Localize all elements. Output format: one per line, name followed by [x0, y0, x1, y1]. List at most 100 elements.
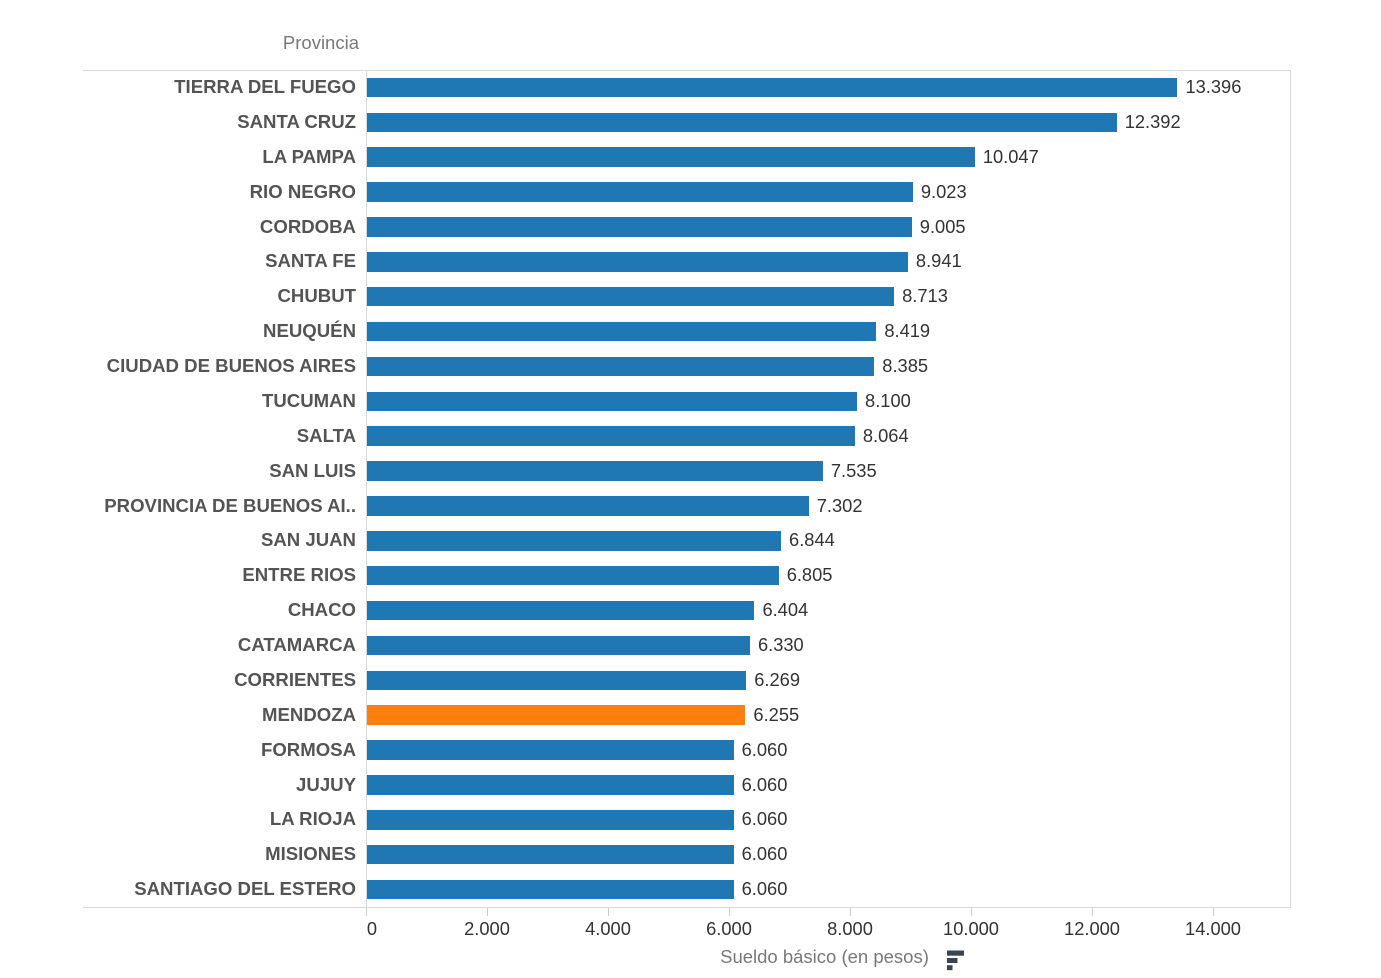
bar-row: CORDOBA 9.005 — [0, 210, 1381, 245]
value-label: 6.060 — [741, 738, 788, 760]
bar[interactable] — [367, 879, 734, 900]
bar[interactable] — [367, 77, 1178, 98]
bar-row: SANTA FE 8.941 — [0, 244, 1381, 279]
value-label: 7.535 — [830, 459, 877, 481]
bar-row: LA RIOJA 6.060 — [0, 802, 1381, 837]
x-tick-label: 14.000 — [1185, 918, 1241, 939]
bar-row: SALTA 8.064 — [0, 419, 1381, 454]
x-axis-line — [83, 907, 1291, 908]
value-label: 8.419 — [884, 320, 931, 342]
value-label: 7.302 — [816, 494, 863, 516]
bar[interactable] — [367, 531, 782, 551]
category-label: CHACO — [287, 599, 356, 621]
bar-row: TUCUMAN 8.100 — [0, 384, 1381, 419]
category-label: LA RIOJA — [269, 808, 356, 830]
category-label: TUCUMAN — [262, 389, 356, 411]
x-tick-label: 0 — [366, 918, 378, 939]
x-tick-label: 8.000 — [827, 918, 873, 939]
category-label: ENTRE RIOS — [242, 564, 356, 586]
value-label: 6.060 — [741, 878, 788, 900]
bar[interactable] — [367, 740, 734, 760]
value-label: 9.023 — [920, 180, 967, 202]
category-label: CORDOBA — [259, 215, 356, 237]
value-label: 12.392 — [1124, 110, 1181, 132]
x-tick-label: 10.000 — [943, 918, 999, 939]
category-label: SALTA — [296, 424, 356, 446]
plot-top-border — [83, 70, 1291, 71]
value-label: 8.713 — [902, 285, 948, 307]
x-tick-label: 2.000 — [464, 918, 510, 939]
bar[interactable] — [367, 112, 1117, 133]
value-label: 9.005 — [919, 215, 966, 237]
bar[interactable] — [367, 356, 875, 377]
x-tick-mark — [608, 908, 609, 916]
category-label: LA PAMPA — [262, 145, 356, 167]
bar-row: NEUQUÉN 8.419 — [0, 314, 1381, 349]
value-label: 6.060 — [741, 773, 788, 795]
y-axis-line — [366, 70, 367, 907]
x-tick-label: 6.000 — [706, 918, 752, 939]
bar[interactable] — [367, 775, 734, 795]
category-label: SANTIAGO DEL ESTERO — [134, 878, 356, 900]
bar-row: CORRIENTES 6.269 — [0, 663, 1381, 698]
x-tick-mark — [971, 908, 972, 916]
bar[interactable] — [367, 391, 858, 412]
value-label: 8.941 — [915, 250, 962, 272]
category-label: CATAMARCA — [237, 634, 356, 655]
bar[interactable] — [367, 810, 734, 830]
category-label: SANTA CRUZ — [237, 110, 356, 132]
bar[interactable] — [367, 565, 779, 586]
category-label: CHUBUT — [277, 285, 357, 307]
bar-row: CATAMARCA 6.330 — [0, 628, 1381, 663]
bar[interactable] — [367, 635, 750, 656]
value-label: 8.385 — [882, 355, 929, 376]
bar-row: JUJUY 6.060 — [0, 768, 1381, 803]
bar-row: PROVINCIA DE BUENOS AI.. 7.302 — [0, 489, 1381, 524]
category-label: FORMOSA — [260, 738, 356, 760]
bar[interactable] — [367, 182, 913, 202]
category-label: MISIONES — [265, 843, 356, 865]
category-label: JUJUY — [296, 773, 356, 795]
category-label: SAN LUIS — [269, 459, 356, 481]
bar[interactable] — [367, 147, 975, 167]
bar-row: FORMOSA 6.060 — [0, 733, 1381, 768]
bar-row: CHUBUT 8.713 — [0, 279, 1381, 314]
value-label: 6.844 — [789, 529, 835, 551]
bar[interactable] — [367, 252, 908, 272]
x-axis-title: Sueldo básico (en pesos) — [720, 946, 929, 967]
bar-row: ENTRE RIOS 6.805 — [0, 558, 1381, 593]
value-label: 10.047 — [982, 145, 1039, 167]
bar-row: RIO NEGRO 9.023 — [0, 175, 1381, 210]
category-label: CIUDAD DE BUENOS AIRES — [106, 355, 356, 376]
category-label: MENDOZA — [262, 703, 356, 725]
value-label: 6.404 — [762, 599, 809, 621]
bar[interactable] — [367, 461, 823, 481]
bar-row: LA PAMPA 10.047 — [0, 140, 1381, 175]
bar-row: MENDOZA 6.255 — [0, 698, 1381, 733]
bar[interactable] — [367, 496, 809, 516]
bar[interactable] — [367, 600, 755, 621]
bar[interactable] — [367, 426, 855, 446]
bar[interactable] — [367, 286, 895, 307]
x-tick-mark — [366, 908, 367, 916]
value-label: 8.064 — [862, 424, 909, 446]
sort-descending-icon — [947, 950, 964, 971]
value-label: 6.255 — [753, 703, 800, 725]
bar[interactable] — [367, 321, 877, 342]
category-label: SAN JUAN — [260, 529, 356, 551]
value-label: 6.330 — [757, 634, 804, 655]
bar[interactable] — [367, 844, 734, 865]
value-label: 6.060 — [741, 808, 788, 830]
value-label: 13.396 — [1185, 76, 1242, 97]
bar-row: SAN JUAN 6.844 — [0, 523, 1381, 558]
bar-row: TIERRA DEL FUEGO 13.396 — [0, 70, 1381, 105]
category-label: SANTA FE — [265, 250, 356, 272]
bar-row: CHACO 6.404 — [0, 593, 1381, 628]
category-label: TIERRA DEL FUEGO — [174, 76, 356, 97]
plot-right-border — [1290, 70, 1291, 908]
bar[interactable] — [367, 217, 912, 237]
bar[interactable] — [367, 670, 747, 691]
bar-highlighted[interactable] — [367, 705, 746, 725]
x-tick-label: 4.000 — [585, 918, 631, 939]
